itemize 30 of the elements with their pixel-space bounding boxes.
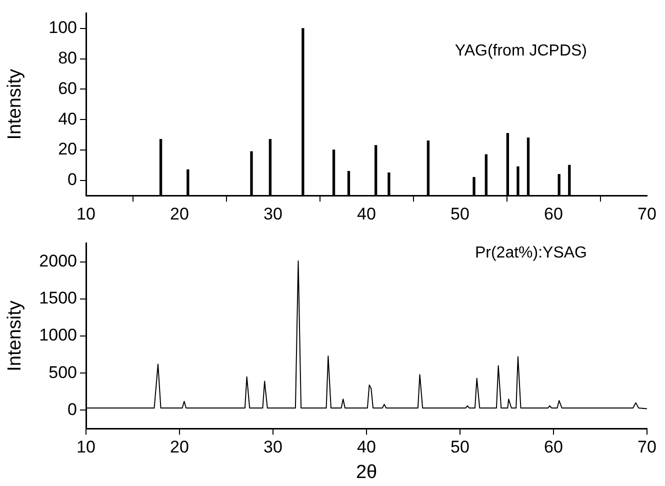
y-tick-label: 40 xyxy=(58,109,77,128)
y-tick-label: 2000 xyxy=(39,251,77,270)
x-tick-label: 10 xyxy=(76,438,96,457)
annotation: YAG(from JCPDS) xyxy=(454,42,587,60)
x-tick-label: 70 xyxy=(638,204,656,224)
y-tick-label: 100 xyxy=(48,18,77,38)
x-tick-label: 10 xyxy=(76,204,96,224)
y-tick-label: 500 xyxy=(48,362,77,382)
y-tick-label: 80 xyxy=(58,48,77,68)
y-tick-label: 20 xyxy=(58,140,77,159)
x-tick-label: 60 xyxy=(544,204,563,224)
x-tick-label: 70 xyxy=(638,438,656,457)
y-tick-label: 0 xyxy=(68,400,77,419)
annotation: Pr(2at%):YSAG xyxy=(474,244,587,262)
x-tick-label: 30 xyxy=(264,204,282,224)
y-axis-title: Intensity xyxy=(4,68,26,140)
x-tick-label: 40 xyxy=(357,438,376,457)
x-tick-label: 20 xyxy=(170,438,189,457)
y-tick-label: 1000 xyxy=(39,326,77,345)
y-tick-label: 60 xyxy=(58,78,77,98)
x-axis-title: 2θ xyxy=(356,462,378,483)
y-axis-title: Intensity xyxy=(4,300,26,372)
x-tick-label: 30 xyxy=(264,438,282,457)
y-tick-label: 0 xyxy=(68,170,77,190)
x-tick-label: 20 xyxy=(170,204,189,224)
x-tick-label: 40 xyxy=(357,204,376,224)
y-tick-label: 1500 xyxy=(39,288,77,308)
x-tick-label: 50 xyxy=(450,438,470,457)
x-tick-label: 50 xyxy=(450,204,470,224)
x-tick-label: 60 xyxy=(544,438,563,457)
